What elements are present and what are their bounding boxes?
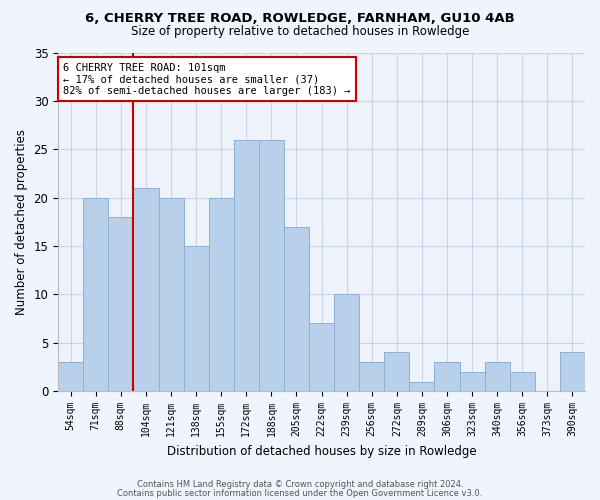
Bar — [184, 246, 209, 391]
Bar — [209, 198, 234, 391]
X-axis label: Distribution of detached houses by size in Rowledge: Distribution of detached houses by size … — [167, 444, 476, 458]
Text: Size of property relative to detached houses in Rowledge: Size of property relative to detached ho… — [131, 25, 469, 38]
Bar — [384, 352, 409, 391]
Bar — [83, 198, 109, 391]
Bar — [109, 217, 133, 391]
Bar — [234, 140, 259, 391]
Bar — [259, 140, 284, 391]
Bar — [334, 294, 359, 391]
Bar — [133, 188, 158, 391]
Bar — [58, 362, 83, 391]
Text: Contains HM Land Registry data © Crown copyright and database right 2024.: Contains HM Land Registry data © Crown c… — [137, 480, 463, 489]
Text: 6, CHERRY TREE ROAD, ROWLEDGE, FARNHAM, GU10 4AB: 6, CHERRY TREE ROAD, ROWLEDGE, FARNHAM, … — [85, 12, 515, 26]
Bar — [409, 382, 434, 391]
Bar — [309, 324, 334, 391]
Bar — [284, 226, 309, 391]
Text: Contains public sector information licensed under the Open Government Licence v3: Contains public sector information licen… — [118, 490, 482, 498]
Bar — [460, 372, 485, 391]
Bar — [485, 362, 510, 391]
Bar — [359, 362, 384, 391]
Text: 6 CHERRY TREE ROAD: 101sqm
← 17% of detached houses are smaller (37)
82% of semi: 6 CHERRY TREE ROAD: 101sqm ← 17% of deta… — [64, 62, 351, 96]
Bar — [158, 198, 184, 391]
Bar — [510, 372, 535, 391]
Y-axis label: Number of detached properties: Number of detached properties — [15, 129, 28, 315]
Bar — [434, 362, 460, 391]
Bar — [560, 352, 585, 391]
